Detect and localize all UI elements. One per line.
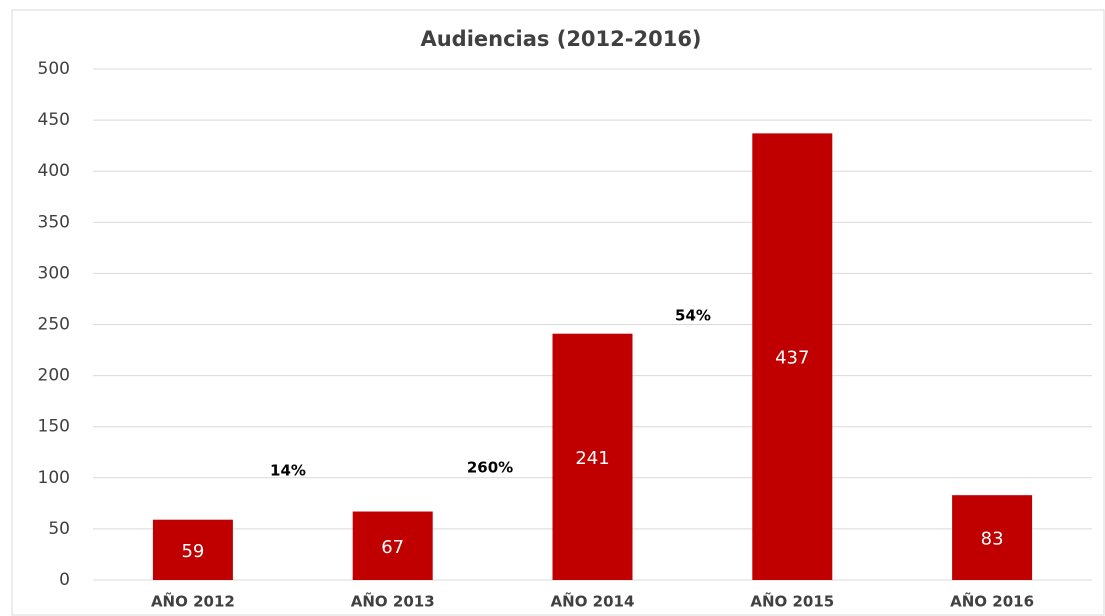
y-tick-label: 250 xyxy=(38,315,70,335)
x-tick-label: AÑO 2015 xyxy=(750,592,834,611)
bar xyxy=(552,333,633,580)
y-tick-label: 150 xyxy=(38,417,70,437)
y-tick-label: 400 xyxy=(38,161,70,181)
bar xyxy=(952,495,1033,580)
bar xyxy=(752,133,833,581)
y-tick-label: 100 xyxy=(38,468,70,488)
x-tick-label: AÑO 2014 xyxy=(551,592,635,611)
annotation: 260% xyxy=(467,459,513,477)
annotation: 54% xyxy=(675,307,711,325)
annotation: 14% xyxy=(270,462,306,480)
y-tick-label: 450 xyxy=(38,110,70,130)
data-label: 241 xyxy=(575,448,609,469)
data-label: 67 xyxy=(381,537,404,558)
y-tick-label: 200 xyxy=(38,366,70,386)
chart-title: Audiencias (2012-2016) xyxy=(420,27,701,51)
x-tick-label: AÑO 2013 xyxy=(351,592,435,611)
data-label: 437 xyxy=(775,348,809,369)
bar xyxy=(152,519,233,580)
data-label: 59 xyxy=(181,541,204,562)
y-tick-label: 0 xyxy=(59,570,70,590)
y-tick-label: 350 xyxy=(38,212,70,232)
y-tick-label: 50 xyxy=(48,519,70,539)
bar xyxy=(352,511,433,580)
x-tick-label: AÑO 2016 xyxy=(950,592,1034,611)
y-tick-label: 300 xyxy=(38,263,70,283)
x-tick-label: AÑO 2012 xyxy=(151,592,235,611)
y-tick-label: 500 xyxy=(38,59,70,79)
data-label: 83 xyxy=(981,529,1004,550)
